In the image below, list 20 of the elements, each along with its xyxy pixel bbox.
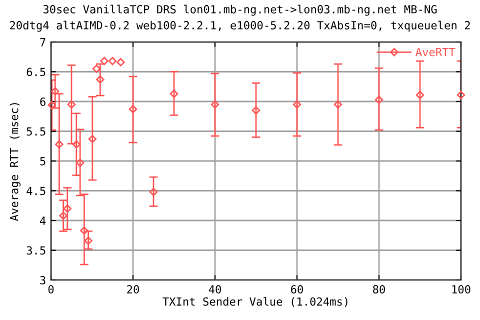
x-tick-label: 100	[452, 285, 470, 294]
y-axis-title: Average RTT (msec)	[10, 103, 21, 221]
y-tick-label: 3	[40, 276, 46, 284]
y-tick-label: 6.5	[26, 68, 46, 76]
y-tick-label: 4	[40, 216, 46, 225]
chart-title: 30sec VanillaTCP DRS lon01.mb-ng.net->lon03.mb-ng.net MB-NG	[43, 4, 437, 16]
x-tick-label: 80	[373, 285, 385, 294]
y-tick-label: 5.5	[26, 127, 46, 136]
y-tick-label: 5	[40, 157, 46, 166]
x-tick-label: 40	[208, 285, 221, 294]
x-axis-title: TXInt Sender Value (1.024ms)	[162, 297, 348, 308]
y-tick-label: 3.5	[26, 246, 46, 255]
x-tick-label: 20	[127, 285, 139, 294]
y-tick-label: 7	[40, 38, 46, 46]
legend-label: AveRTT	[416, 48, 456, 56]
y-tick-label: 6	[40, 98, 46, 106]
y-tick-label: 4.5	[26, 186, 46, 196]
x-tick-label: 0	[48, 285, 54, 294]
x-tick-label: 60	[291, 285, 303, 294]
chart-subtitle: 20dtg4 altAIMD-0.2 web100-2.2.1, e1000-5.2.20 TxAbsIn=0, txqueuelen 2	[10, 20, 470, 32]
